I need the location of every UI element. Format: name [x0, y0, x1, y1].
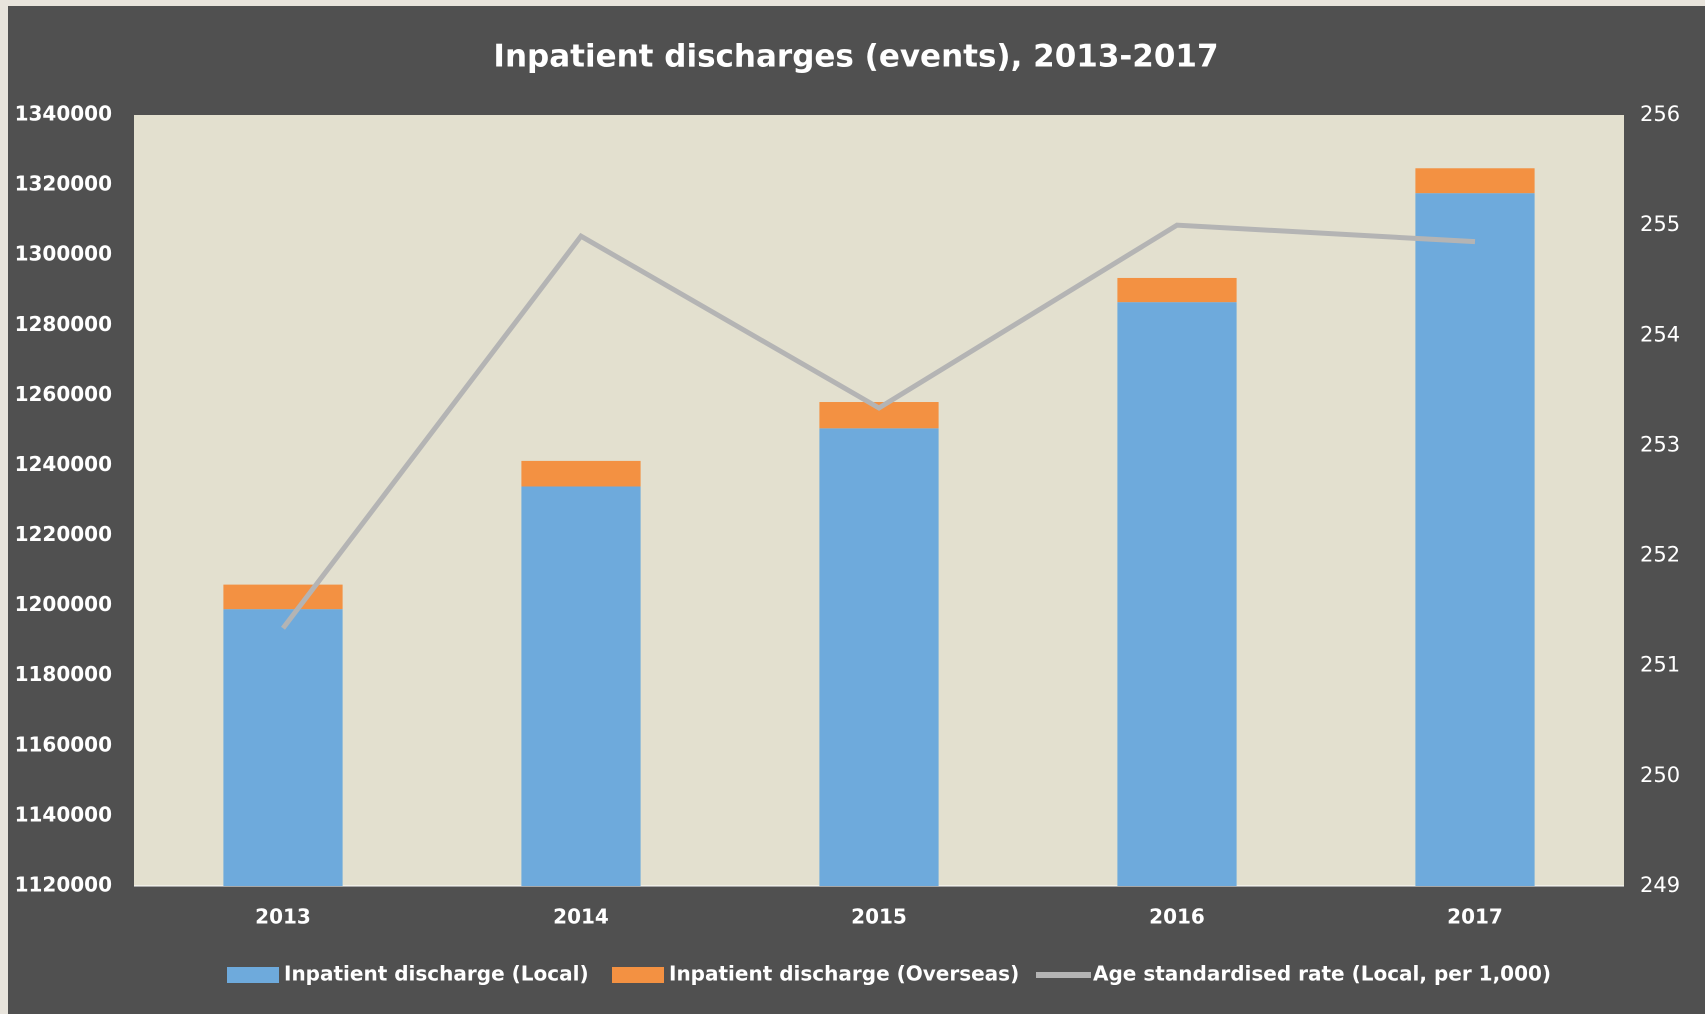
- x-tick-label: 2017: [1447, 905, 1503, 929]
- y-tick-label: 1160000: [15, 732, 112, 756]
- x-tick-label: 2014: [553, 905, 609, 929]
- y2-tick-label: 249: [1640, 873, 1680, 897]
- legend-label: Inpatient discharge (Local): [284, 962, 589, 986]
- y-tick-label: 1140000: [15, 802, 112, 826]
- chart-title: Inpatient discharges (events), 2013-2017: [493, 39, 1218, 75]
- bar: [1415, 168, 1535, 194]
- y2-tick-label: 251: [1640, 653, 1680, 677]
- bar: [1117, 277, 1237, 303]
- legend-swatch: [612, 967, 664, 983]
- y2-tick-label: 250: [1640, 763, 1680, 787]
- y-tick-label: 1320000: [15, 172, 112, 196]
- bar: [223, 609, 343, 886]
- y-tick-label: 1340000: [15, 102, 112, 126]
- y2-tick-label: 254: [1640, 322, 1680, 346]
- bar: [521, 460, 641, 487]
- y-tick-label: 1180000: [15, 662, 112, 686]
- y-tick-label: 1240000: [15, 452, 112, 476]
- bar: [1415, 193, 1535, 886]
- y2-tick-label: 255: [1640, 212, 1680, 236]
- y-tick-label: 1220000: [15, 522, 112, 546]
- bar: [223, 584, 343, 610]
- y2-tick-label: 252: [1640, 543, 1680, 567]
- bar: [521, 486, 641, 886]
- y-tick-label: 1280000: [15, 312, 112, 336]
- y-tick-label: 1200000: [15, 592, 112, 616]
- legend-swatch: [227, 967, 279, 983]
- y-tick-label: 1300000: [15, 242, 112, 266]
- legend-label: Inpatient discharge (Overseas): [669, 962, 1019, 986]
- bar: [1117, 302, 1237, 887]
- y-tick-label: 1260000: [15, 382, 112, 406]
- bar: [819, 428, 939, 886]
- y2-tick-label: 256: [1640, 102, 1680, 126]
- y-tick-label: 1120000: [15, 873, 112, 897]
- rate-line: [281, 222, 1476, 630]
- y2-tick-label: 253: [1640, 432, 1680, 456]
- legend-label: Age standardised rate (Local, per 1,000): [1093, 962, 1551, 986]
- x-tick-label: 2015: [851, 905, 907, 929]
- x-tick-label: 2016: [1149, 905, 1205, 929]
- x-tick-label: 2013: [255, 905, 311, 929]
